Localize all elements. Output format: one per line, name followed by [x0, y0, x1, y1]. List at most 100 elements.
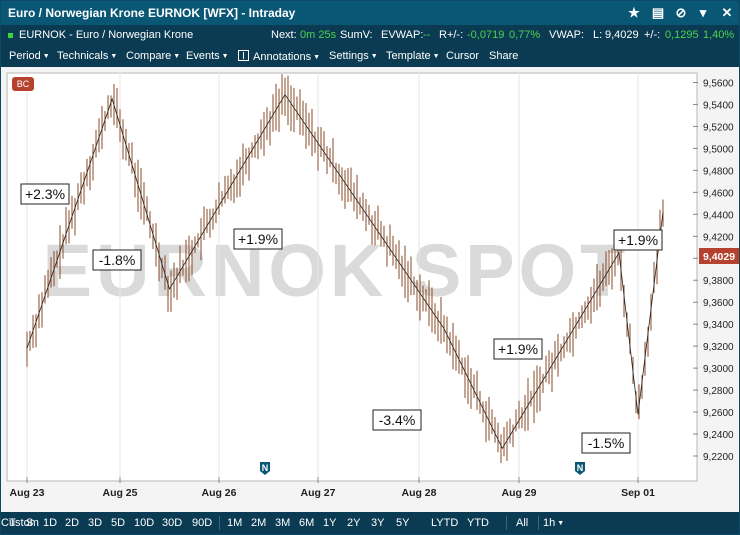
- timeframe-2m[interactable]: 2M: [251, 517, 267, 529]
- menu-period[interactable]: Period ▼: [9, 50, 50, 62]
- next-label: Next:: [271, 29, 297, 41]
- timeframe-3m[interactable]: 3M: [275, 517, 291, 529]
- timeframe-lytd[interactable]: LYTD: [431, 517, 459, 529]
- window-title: Euro / Norwegian Krone EURNOK [WFX] - In…: [8, 6, 296, 20]
- timeframe-3d[interactable]: 3D: [88, 517, 103, 529]
- y-tick-label: 9,3600: [703, 298, 734, 309]
- x-tick-label: Aug 23: [9, 487, 44, 499]
- y-tick-label: 9,4200: [703, 232, 734, 243]
- title-bar: Euro / Norwegian Krone EURNOK [WFX] - In…: [1, 1, 739, 25]
- x-tick-label: Aug 29: [501, 487, 536, 499]
- timeframe-custom[interactable]: Custom: [1, 517, 39, 529]
- timeframe-t[interactable]: T: [9, 517, 16, 529]
- change-value: 0,1295: [665, 29, 699, 41]
- last-price-label: 9,4029: [703, 251, 735, 263]
- timeframe-ytd[interactable]: YTD: [467, 517, 489, 529]
- restore-icon[interactable]: ▤: [651, 5, 665, 20]
- timeframe-1d[interactable]: 1D: [43, 517, 58, 529]
- x-tick-label: Sep 01: [621, 487, 655, 499]
- last-value: 9,4029: [605, 29, 639, 41]
- timeframe-s[interactable]: S: [26, 517, 34, 529]
- vwap-label: VWAP:: [549, 29, 585, 41]
- y-tick-label: 9,3200: [703, 342, 734, 353]
- annotation-label: +1.9%: [618, 232, 658, 248]
- y-tick-label: 9,3800: [703, 276, 734, 287]
- timeframe-30d[interactable]: 30D: [162, 517, 183, 529]
- r-pct: 0,77%: [509, 29, 541, 41]
- menu-compare[interactable]: Compare ▼: [126, 50, 181, 62]
- menu-technicals[interactable]: Technicals ▼: [57, 50, 118, 62]
- star-icon[interactable]: ★: [628, 5, 640, 20]
- minimize-icon[interactable]: ▾: [699, 5, 707, 20]
- timeframe-separator: [538, 516, 539, 530]
- menu-events[interactable]: Events ▼: [186, 50, 229, 62]
- timeframe-90d[interactable]: 90D: [192, 517, 213, 529]
- timeframe-2y[interactable]: 2Y: [347, 517, 361, 529]
- timeframe-all[interactable]: All: [516, 517, 529, 529]
- evwap-label: EVWAP:: [381, 29, 424, 41]
- news-marker-label: N: [262, 463, 269, 473]
- y-tick-label: 9,2200: [703, 452, 734, 463]
- y-tick-label: 9,5000: [703, 144, 734, 155]
- annotation-box: [92, 249, 142, 271]
- timeframe-bar: T S 1D 2D 3D 5D 10D 30D 90D 1M 2M 3M 6M 1Y 2Y 3Y 5Y LYTD Y…: [1, 512, 739, 534]
- annotation-label: +1.9%: [238, 231, 278, 247]
- menu-share[interactable]: Share: [489, 50, 519, 62]
- y-tick-label: 9,2800: [703, 386, 734, 397]
- y-tick-label: 9,4400: [703, 210, 734, 221]
- timeframe-1m[interactable]: 1M: [227, 517, 243, 529]
- annotation-label: +2.3%: [25, 186, 65, 202]
- annotation-box: [613, 229, 663, 251]
- price-chart[interactable]: EURNOK SPOT +2.3%-1.8%+1.9%-3.4%+1.9%-1.…: [1, 1, 739, 511]
- timeframe-1y[interactable]: 1Y: [323, 517, 337, 529]
- menu-template[interactable]: Template ▼: [386, 50, 440, 62]
- x-tick-label: Aug 25: [102, 487, 137, 499]
- annotation-box: [493, 338, 543, 360]
- y-tick-label: 9,5600: [703, 78, 734, 89]
- timeframe-1h[interactable]: 1h ▼: [543, 517, 565, 529]
- x-tick-label: Aug 27: [300, 487, 335, 499]
- zigzag-annotations: +2.3% -1.8% +1.9% -3.4% +1.9% -1.5% +1.9%: [20, 183, 663, 454]
- y-tick-label: 9,5400: [703, 100, 734, 111]
- close-icon[interactable]: ✕: [721, 5, 733, 20]
- change-label: +/-:: [644, 29, 661, 41]
- news-marker-label: N: [577, 463, 584, 473]
- sumv-label: SumV:: [340, 29, 373, 41]
- annotation-icon: [238, 50, 249, 61]
- r-value: -0,0719: [467, 29, 505, 41]
- quote-info-bar: EURNOK - Euro / Norwegian Krone Next: 0m…: [1, 25, 739, 45]
- timeframe-2d[interactable]: 2D: [65, 517, 80, 529]
- menu-bar: Period ▼ Technicals ▼ Compare ▼ Events ▼ Ann…: [1, 45, 739, 67]
- y-tick-label: 9,3000: [703, 364, 734, 375]
- timeframe-6m[interactable]: 6M: [299, 517, 315, 529]
- bc-badge[interactable]: BC: [12, 77, 34, 91]
- x-tick-label: Aug 26: [201, 487, 236, 499]
- price-bars: [26, 74, 664, 464]
- timeframe-5d[interactable]: 5D: [111, 517, 126, 529]
- last-label: L:: [593, 29, 603, 41]
- annotation-box: [20, 183, 70, 205]
- timeframe-5y[interactable]: 5Y: [396, 517, 410, 529]
- instrument-name: EURNOK - Euro / Norwegian Krone: [19, 29, 194, 41]
- timeframe-separator: [219, 516, 220, 530]
- annotation-label: -1.5%: [588, 435, 625, 451]
- y-axis: 9,5600 9,5400 9,5200 9,5000 9,4800 9,4600 9,44…: [693, 78, 734, 463]
- zigzag-line: [26, 93, 664, 450]
- menu-annotations[interactable]: Annotations ▼: [238, 50, 320, 63]
- unlink-icon[interactable]: ⊘: [675, 5, 687, 20]
- y-tick-label: 9,2600: [703, 408, 734, 419]
- last-price-flag: 9,4029: [699, 248, 739, 264]
- x-axis: Aug 23 Aug 25 Aug 26 Aug 27 Aug 28 Aug 29 Sep …: [9, 477, 655, 499]
- annotation-box: [372, 409, 422, 431]
- plot-area: [6, 72, 698, 482]
- timeframe-3y[interactable]: 3Y: [371, 517, 385, 529]
- timeframe-10d[interactable]: 10D: [134, 517, 155, 529]
- y-tick-label: 9,2400: [703, 430, 734, 441]
- menu-settings[interactable]: Settings ▼: [329, 50, 378, 62]
- menu-cursor[interactable]: Cursor: [446, 50, 480, 62]
- annotation-box: [581, 432, 631, 454]
- y-tick-label: 9,4600: [703, 188, 734, 199]
- annotation-label: -3.4%: [379, 412, 416, 428]
